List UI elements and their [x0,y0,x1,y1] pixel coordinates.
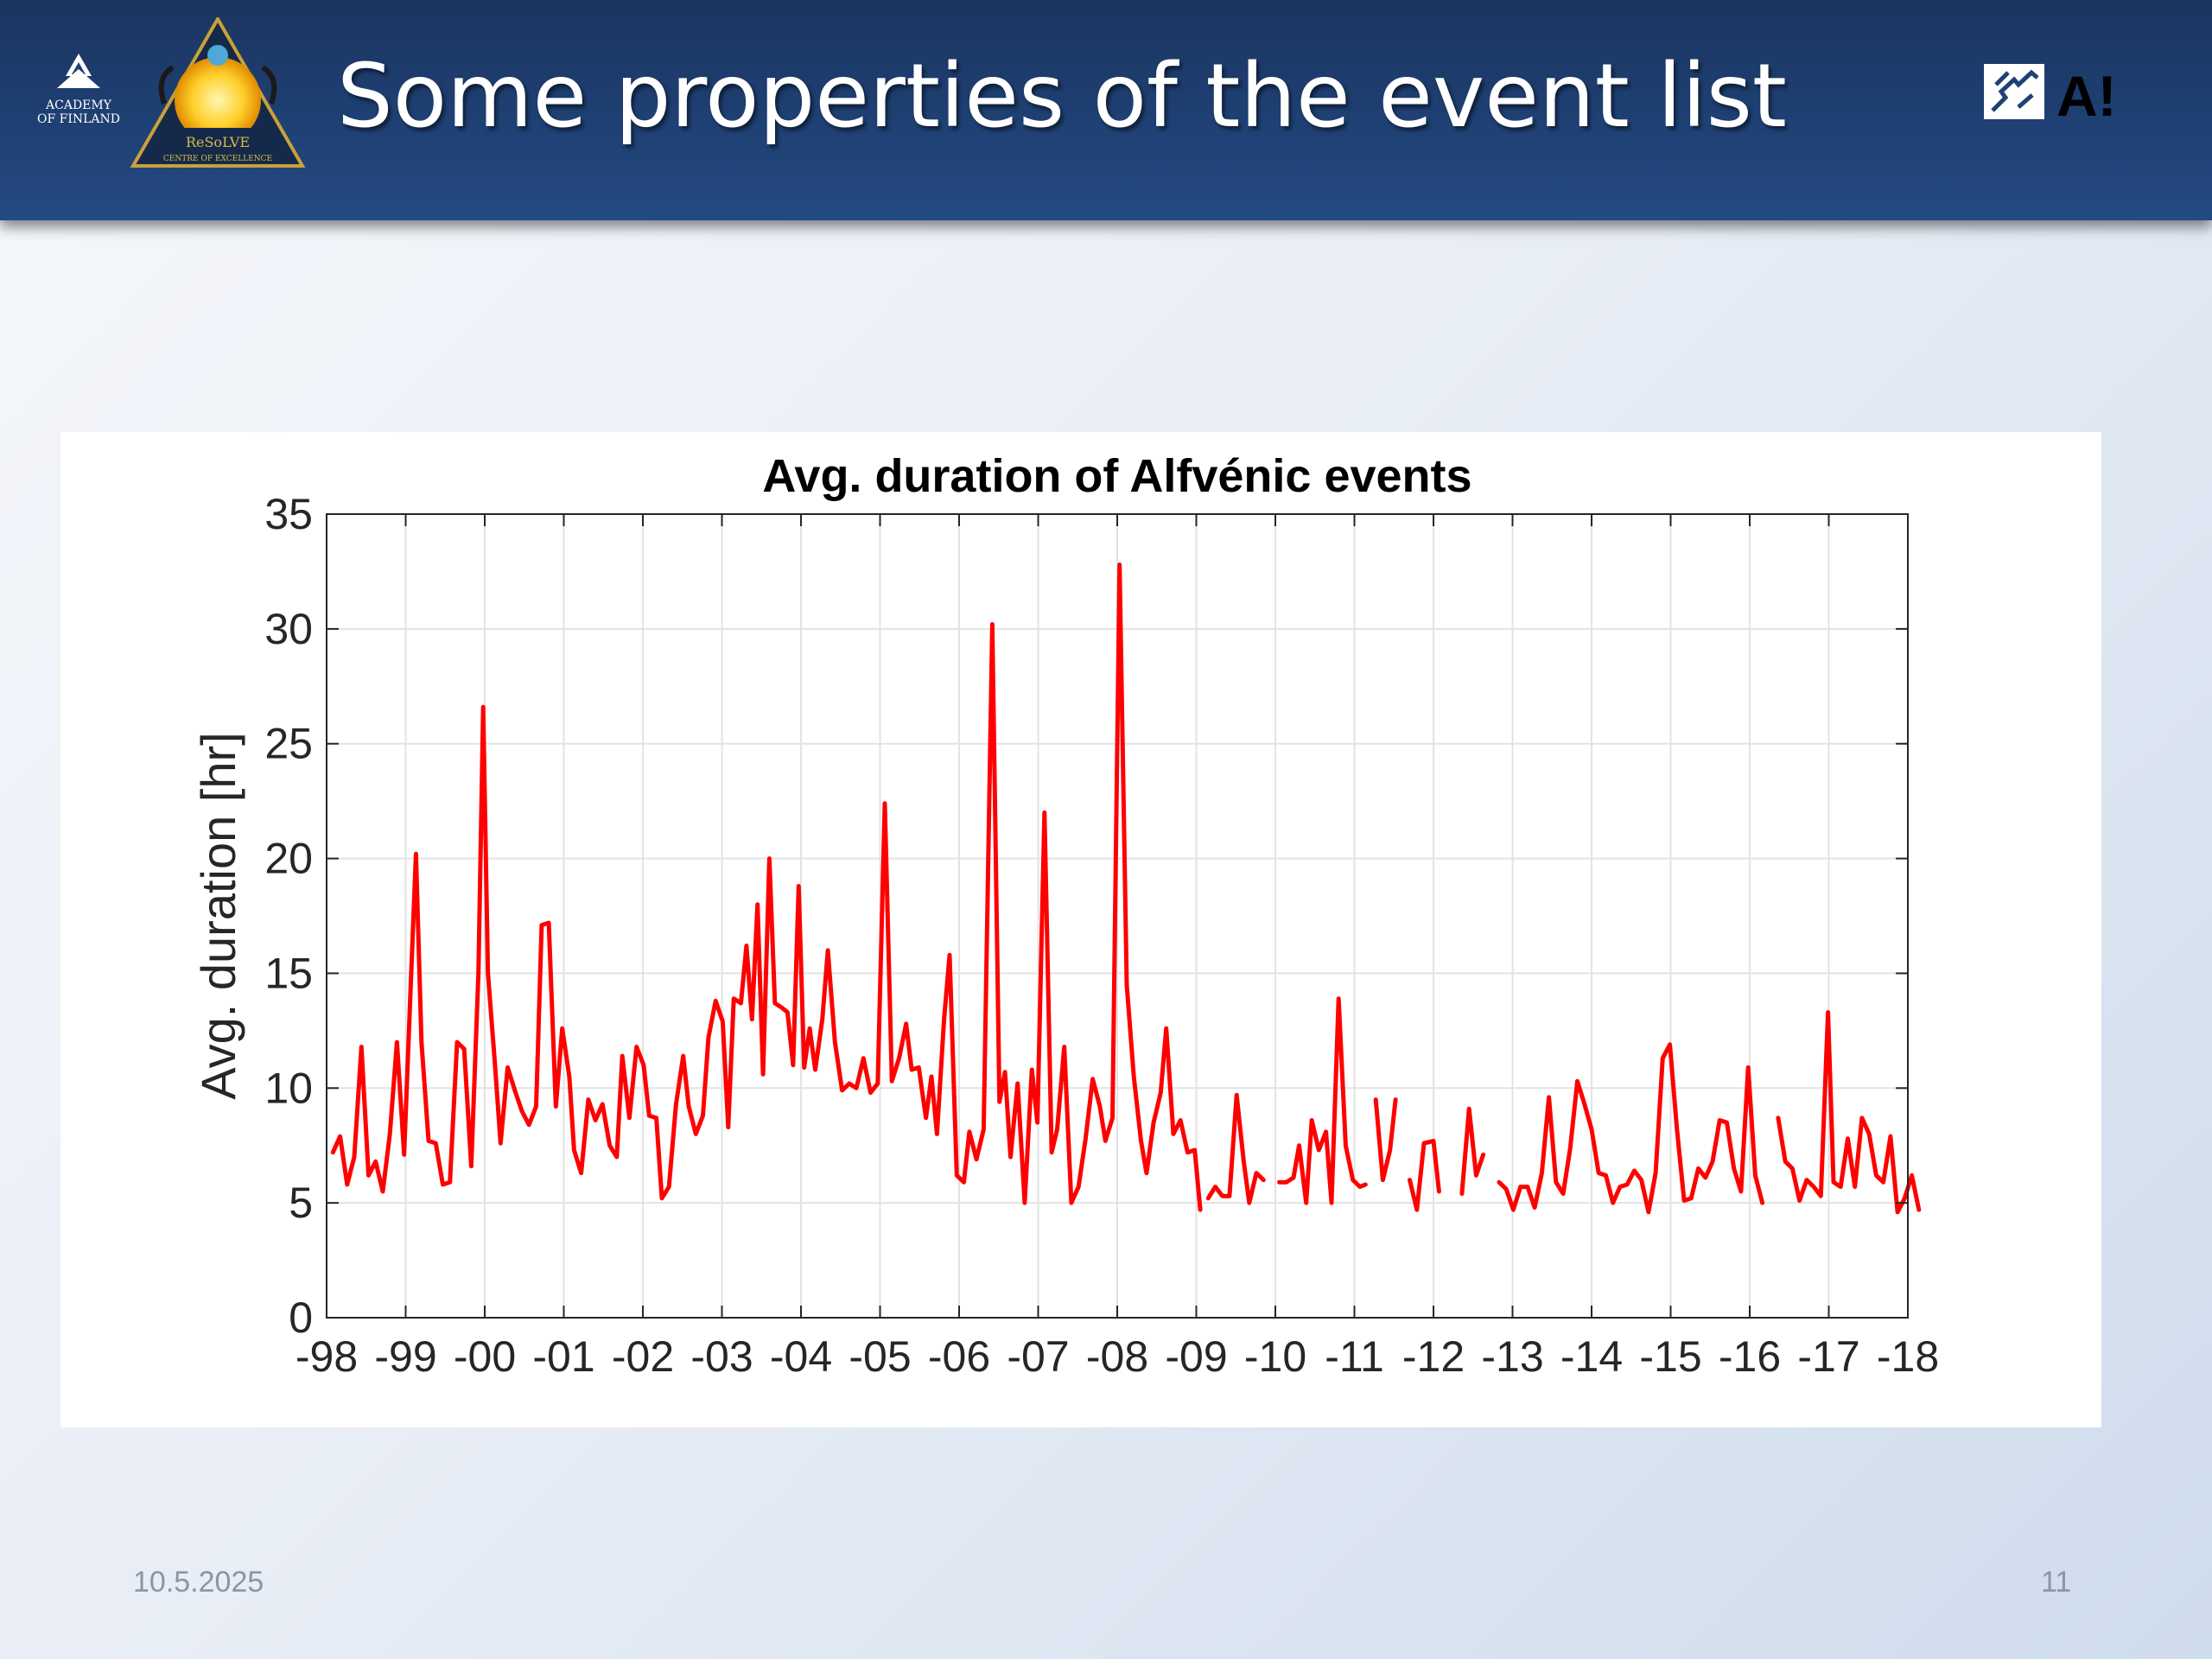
series-line-segment [1776,1010,1922,1215]
x-tick-label: -01 [532,1332,594,1381]
x-tick-label: -09 [1165,1332,1227,1381]
x-tick-label: -16 [1719,1332,1781,1381]
chart-title: Avg. duration of Alfvénic events [762,450,1471,502]
x-tick-label: -03 [690,1332,753,1381]
svg-text:OF FINLAND: OF FINLAND [37,112,120,126]
slide-page-number: 11 [2041,1566,2072,1599]
svg-text:A!: A! [2056,64,2117,128]
y-tick-label: 30 [264,605,313,653]
y-tick-label: 0 [289,1294,313,1342]
x-tick-label: -07 [1007,1332,1069,1381]
series-line-segment [1277,996,1368,1205]
y-tick-label: 5 [289,1179,313,1227]
x-tick-label: -17 [1797,1332,1859,1381]
axis-ticks: -98 -99 -00 -01 -02 -03 -04 -05 -06 -07 -08 -09 -10-… [264,490,1939,1381]
x-tick-label: -00 [454,1332,516,1381]
y-tick-label: 10 [264,1064,313,1112]
aalto-logo: A! [1984,64,2117,128]
y-tick-label: 35 [264,490,313,538]
x-tick-label: -06 [928,1332,990,1381]
series-line-segment [1408,1138,1441,1212]
y-tick-label: 20 [264,835,313,883]
chart-panel: Avg. duration of Alfvénic events Avg. du… [60,432,2101,1427]
svg-text:ACADEMY: ACADEMY [45,99,112,112]
series-line-segment [1205,1092,1266,1205]
svg-text:ReSoLVE: ReSoLVE [186,134,250,150]
duration-line-chart: Avg. duration of Alfvénic events Avg. du… [191,450,1939,1381]
x-tick-label: -11 [1325,1332,1384,1381]
x-tick-label: -15 [1639,1332,1701,1381]
series-line-segment [1373,1097,1398,1183]
x-tick-label: -12 [1402,1332,1465,1381]
y-tick-label: 15 [264,949,313,997]
x-tick-label: -13 [1481,1332,1543,1381]
x-tick-label: -08 [1086,1332,1148,1381]
x-tick-label: -98 [296,1332,358,1381]
series-layer [330,563,1922,1215]
slide-date: 10.5.2025 [133,1566,264,1599]
x-tick-label: -05 [849,1332,911,1381]
slide-title: Some properties of the event list [337,45,1787,148]
x-tick-label: -04 [770,1332,832,1381]
x-tick-label: -10 [1244,1332,1306,1381]
slide-header: ACADEMY OF FINLAND ReSoLVE CENTRE OF EXC… [0,0,2212,220]
x-tick-label: -18 [1877,1332,1939,1381]
x-tick-label: -14 [1560,1332,1623,1381]
svg-text:CENTRE OF EXCELLENCE: CENTRE OF EXCELLENCE [163,155,272,163]
series-line-segment [1459,1106,1486,1196]
x-tick-label: -02 [612,1332,674,1381]
x-tick-label: -99 [374,1332,436,1381]
academy-of-finland-logo: ACADEMY OF FINLAND [37,54,120,126]
y-axis-label: Avg. duration [hr] [191,732,245,1099]
y-tick-label: 25 [264,720,313,768]
series-line-segment [1497,1042,1765,1215]
series-line-segment [330,563,1203,1212]
resolve-centre-logo: ReSoLVE CENTRE OF EXCELLENCE [130,17,306,168]
